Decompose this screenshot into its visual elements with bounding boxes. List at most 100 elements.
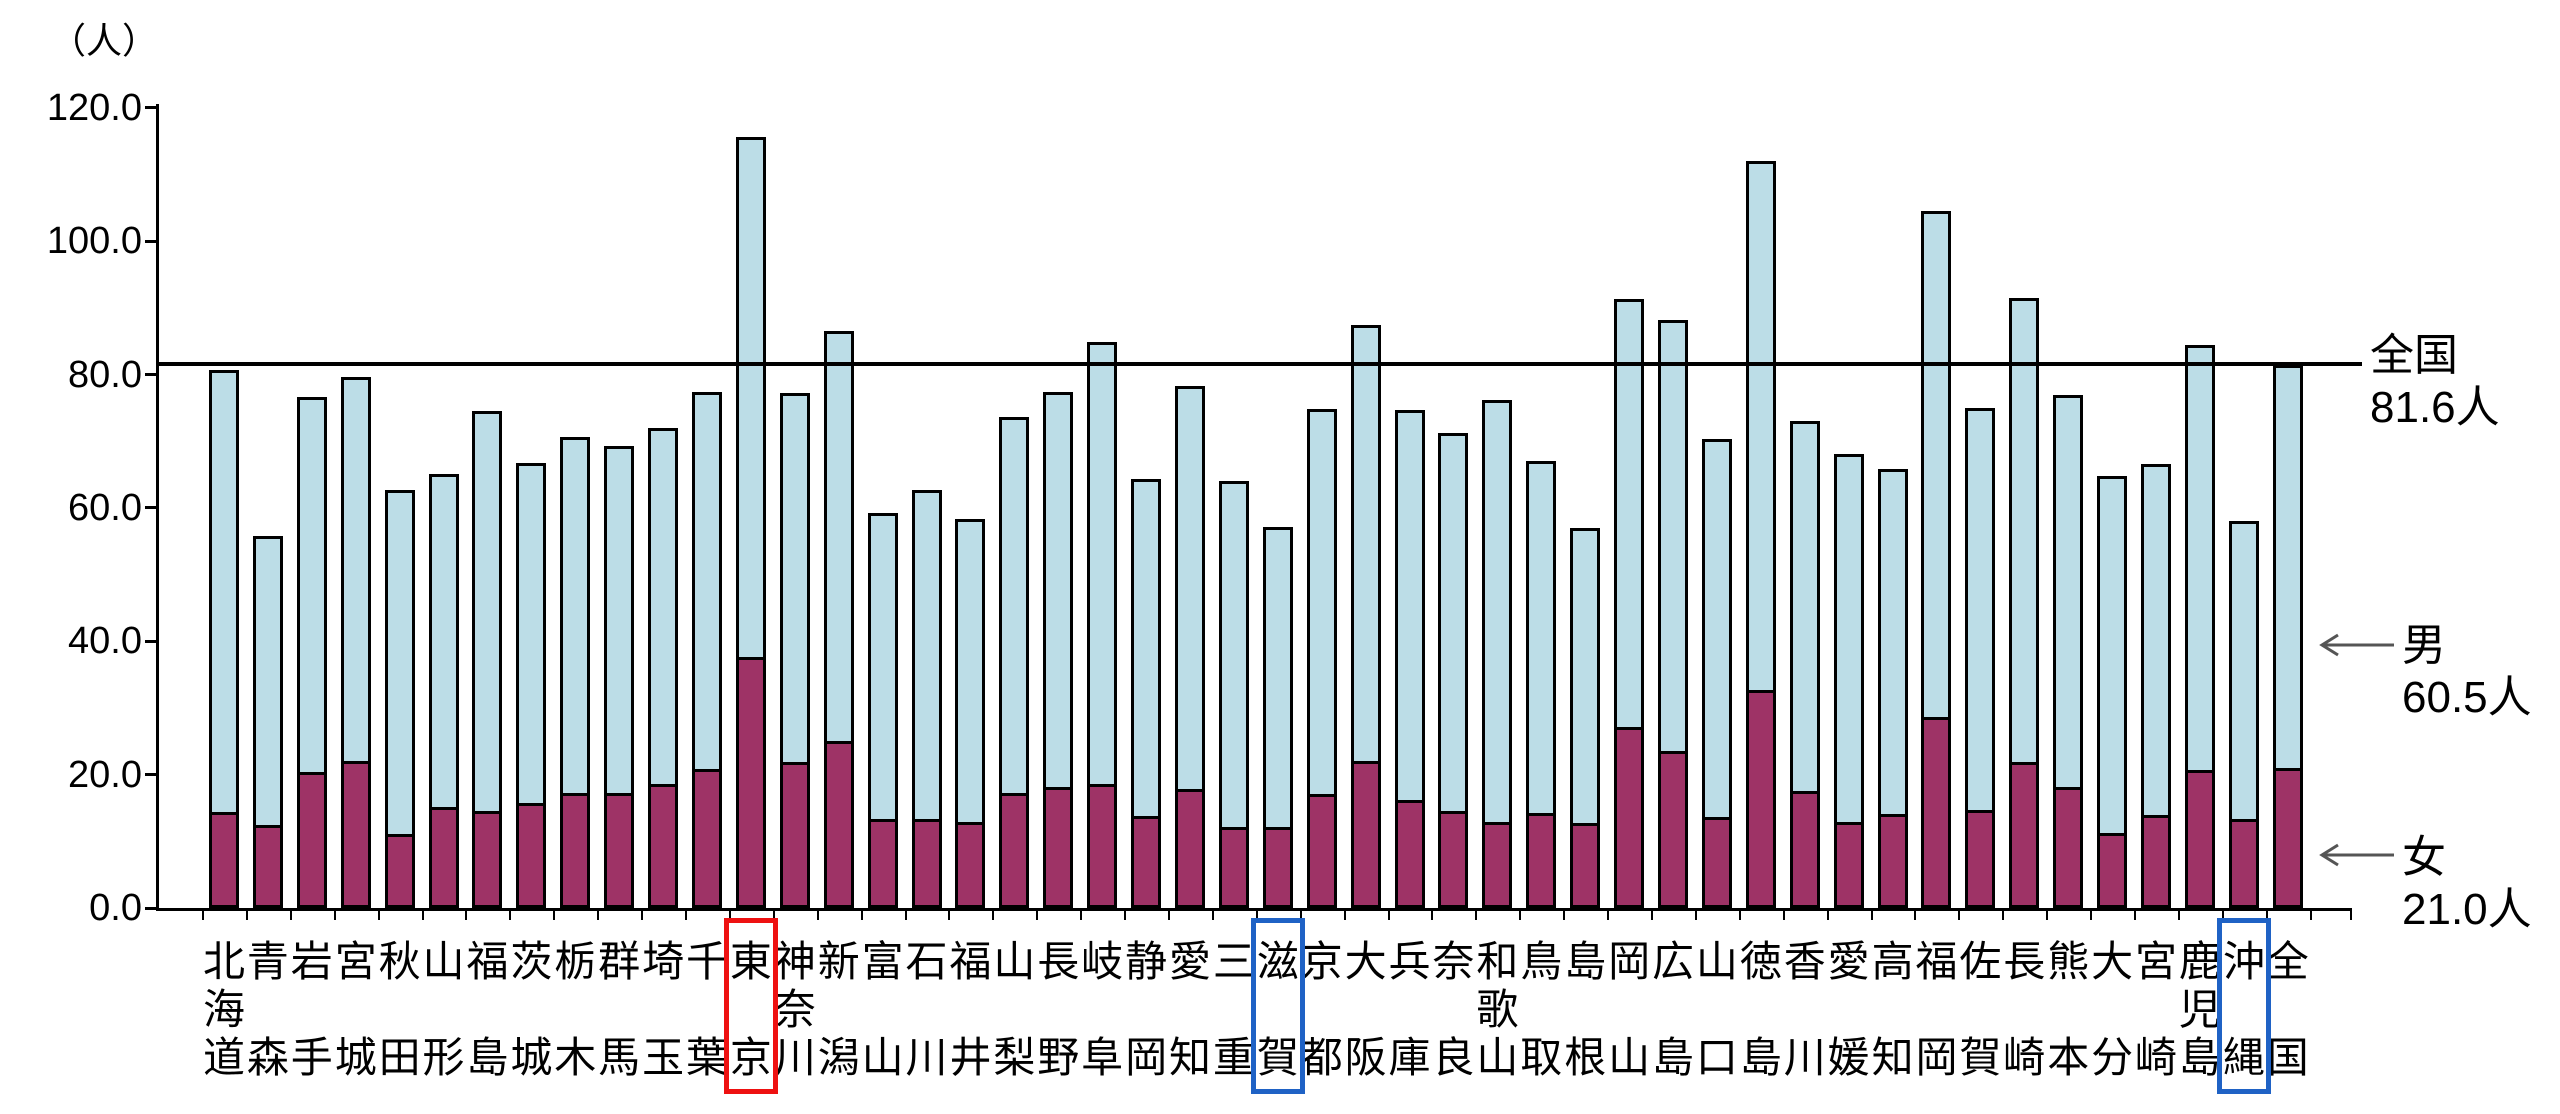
female-segment [1661, 751, 1686, 905]
prefecture-bar [779, 393, 810, 908]
prefecture-bar [1394, 410, 1425, 908]
male-segment [1748, 164, 1773, 690]
male-segment [1002, 420, 1027, 793]
x-axis-label: 長崎 [2002, 938, 2046, 1082]
prefecture-bar [1570, 528, 1601, 908]
x-tick-mark [1080, 911, 1083, 920]
x-label-char: 山 [993, 938, 1036, 985]
female-segment [1529, 813, 1554, 905]
female-segment [519, 803, 544, 905]
female-segment [1924, 717, 1949, 905]
x-label-char: 阪 [1344, 1034, 1387, 1081]
x-label-char: 高 [1871, 938, 1914, 985]
x-label-char: 長 [1037, 938, 1080, 985]
male-segment [1617, 302, 1642, 727]
x-label-char [509, 986, 553, 1034]
x-label-char: 馬 [598, 1034, 641, 1081]
x-label-char: 千 [685, 938, 728, 985]
x-tick-mark [1870, 911, 1873, 920]
x-tick-mark [1299, 911, 1302, 920]
female-segment [2144, 815, 2169, 905]
male-segment [519, 466, 544, 803]
y-tick-mark [145, 506, 158, 510]
x-label-char [422, 986, 466, 1034]
male-segment [958, 522, 983, 822]
x-label-char: 三 [1212, 938, 1255, 985]
female-segment [1792, 791, 1817, 905]
x-label-char: 島 [2178, 1034, 2221, 1081]
prefecture-bar [1306, 409, 1337, 908]
x-label-char [1431, 986, 1475, 1034]
x-label-char [1783, 986, 1827, 1034]
prefecture-bar [1614, 299, 1645, 908]
x-label-char: 京 [1300, 938, 1343, 985]
female-segment [651, 784, 676, 905]
male-segment [2100, 479, 2125, 833]
prefecture-bar [2228, 521, 2259, 908]
prefecture-bar [823, 331, 854, 908]
x-label-char: 川 [773, 1034, 816, 1081]
x-tick-mark [1036, 911, 1039, 920]
male-segment [1880, 472, 1905, 814]
x-label-char: 木 [554, 1034, 597, 1081]
male-segment [870, 516, 895, 819]
male-segment [2012, 301, 2037, 762]
x-axis-label: 栃木 [553, 938, 597, 1082]
female-segment [2100, 833, 2125, 905]
female-segment [1221, 827, 1246, 905]
male-segment [738, 140, 763, 657]
x-label-char: 奈 [1432, 938, 1475, 985]
x-label-char: 賀 [1959, 1034, 2002, 1081]
x-tick-mark [2090, 911, 2093, 920]
male-segment [2056, 398, 2081, 787]
x-label-char: 潟 [817, 1034, 860, 1081]
x-tick-mark [860, 911, 863, 920]
x-axis-label: 京都 [1300, 938, 1344, 1082]
x-label-char [2266, 986, 2310, 1034]
x-label-char: 東 [729, 938, 772, 985]
x-axis-label: 岐阜 [1080, 938, 1124, 1082]
female-segment [1090, 784, 1115, 905]
female-segment [1046, 787, 1071, 905]
x-label-char: 山 [861, 1034, 904, 1081]
male-segment [1221, 484, 1246, 827]
female-segment [1441, 811, 1466, 905]
female-segment [1134, 816, 1159, 905]
prefecture-bar [1438, 433, 1469, 908]
female-segment [1309, 794, 1334, 905]
prefecture-bar [296, 397, 327, 908]
male-arrow-icon [2319, 633, 2394, 657]
x-label-char: 全 [2266, 938, 2309, 985]
male-segment [695, 395, 719, 769]
male-segment [475, 414, 500, 811]
male-segment [2275, 368, 2300, 768]
x-tick-mark [202, 911, 204, 920]
x-label-char: 静 [1125, 938, 1168, 985]
x-label-char: 山 [1608, 1034, 1651, 1081]
x-label-char [1958, 986, 2002, 1034]
x-label-char: 手 [290, 1034, 333, 1081]
x-label-char: 山 [1476, 1034, 1519, 1081]
x-label-char: 井 [949, 1034, 992, 1081]
x-axis-label: 青森 [246, 938, 290, 1082]
x-axis-label: 群馬 [597, 938, 641, 1082]
x-axis-label: 和歌山 [1475, 938, 1519, 1082]
x-label-char: 神 [773, 938, 816, 985]
x-label-char: 宮 [2135, 938, 2178, 985]
x-label-char [641, 986, 685, 1034]
prefecture-bar [1131, 479, 1162, 908]
x-tick-mark [1914, 911, 1917, 920]
y-tick-mark [145, 106, 158, 110]
female-segment [475, 811, 500, 905]
x-tick-mark [904, 911, 907, 920]
x-tick-mark [597, 911, 600, 920]
x-label-char: 児 [2178, 986, 2221, 1033]
x-tick-mark [1826, 911, 1829, 920]
prefecture-bar [648, 428, 679, 908]
y-tick-mark [145, 906, 158, 910]
prefecture-bar [955, 519, 986, 908]
x-tick-mark [333, 911, 336, 920]
x-label-char [2090, 986, 2134, 1034]
x-label-char: 宮 [334, 938, 377, 985]
x-axis-label: 福岡 [1914, 938, 1958, 1082]
